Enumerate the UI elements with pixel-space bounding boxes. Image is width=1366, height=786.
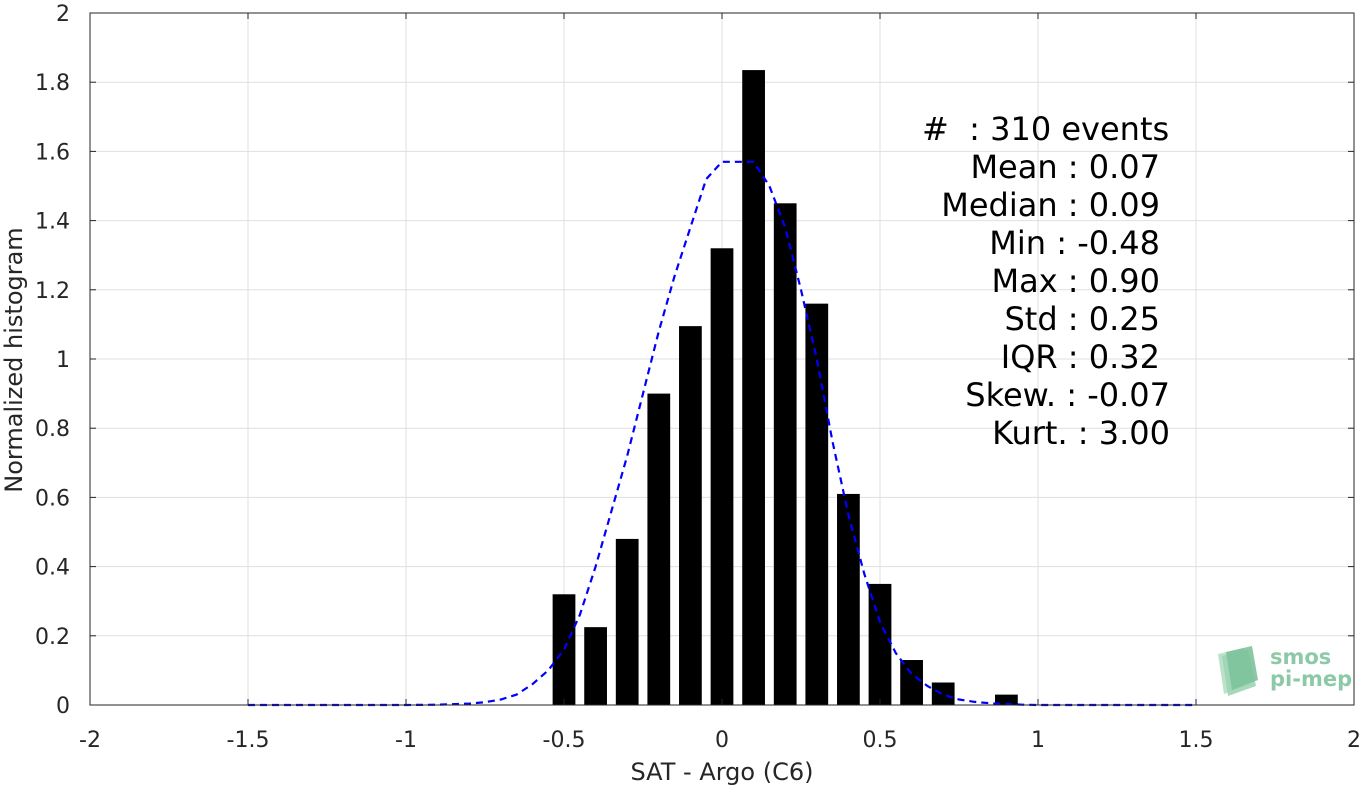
x-axis-label: SAT - Argo (C6) — [631, 758, 814, 786]
stat-row: Std : 0.25 — [860, 300, 1170, 338]
statistics-panel: # : 310 events Mean : 0.07 Median : 0.09 Mi… — [860, 110, 1170, 452]
stat-sep: : — [1056, 376, 1078, 414]
axes — [89, 12, 1355, 706]
stat-key: Skew. — [965, 376, 1057, 414]
y-tick-label: 1.6 — [35, 140, 70, 165]
fit-curve-line — [248, 160, 1196, 707]
y-tick-label: 1 — [56, 348, 70, 373]
stat-val: 3.00 — [1088, 414, 1170, 452]
y-axis-label: Normalized histogram — [0, 227, 28, 492]
logo-line-1: smos — [1270, 645, 1332, 669]
y-tick-label: 0.2 — [35, 625, 70, 650]
stat-row: Median : 0.09 — [860, 186, 1170, 224]
stat-row: Min : -0.48 — [860, 224, 1170, 262]
y-tick-label: 1.2 — [35, 279, 70, 304]
histogram-bar — [615, 538, 639, 705]
y-tick-label: 2 — [56, 2, 70, 27]
histogram-bar — [931, 682, 955, 705]
y-tick-label: 1.8 — [35, 71, 70, 96]
stat-key: Median — [941, 186, 1058, 224]
stat-sep: : — [1057, 300, 1079, 338]
stat-sep: : — [1057, 148, 1079, 186]
stat-val: 0.07 — [1078, 148, 1160, 186]
y-tick-label: 0.6 — [35, 486, 70, 511]
stat-sep: : — [1067, 414, 1089, 452]
x-tick-label: 0 — [715, 728, 729, 753]
histogram-bar — [647, 393, 671, 705]
y-tick-label: 1.4 — [35, 210, 70, 235]
stat-sep: : — [948, 110, 980, 148]
stat-sep: : — [1057, 338, 1079, 376]
fit-curve — [248, 160, 1196, 707]
y-tick-label: 0.4 — [35, 556, 70, 581]
stat-val: 0.25 — [1078, 300, 1160, 338]
x-tick-label: 2 — [1347, 728, 1361, 753]
histogram-bar — [868, 583, 892, 705]
x-tick-label: 1.5 — [1179, 728, 1214, 753]
y-tick-label: 0 — [56, 694, 70, 719]
histogram-bar — [742, 70, 765, 706]
stat-val: 0.32 — [1078, 338, 1160, 376]
histogram-bar — [584, 627, 607, 705]
stat-row: Max : 0.90 — [860, 262, 1170, 300]
stat-row: Kurt. : 3.00 — [860, 414, 1170, 452]
histogram-bar — [805, 303, 829, 705]
stat-val: -0.07 — [1077, 376, 1170, 414]
plot-frame — [89, 12, 1355, 706]
stat-val: 310 events — [979, 110, 1170, 148]
x-tick-label: 0.5 — [863, 728, 898, 753]
stat-row: Skew. : -0.07 — [860, 376, 1170, 414]
stat-row: # : 310 events — [860, 110, 1170, 148]
stat-val: -0.48 — [1067, 224, 1160, 262]
smos-pi-mep-logo: smos pi-mep — [1214, 644, 1354, 698]
histogram-bar — [552, 594, 576, 705]
stat-key: Std — [1004, 300, 1058, 338]
histogram-bar — [837, 493, 860, 705]
histogram-bar — [773, 203, 797, 706]
stat-key: # — [922, 110, 949, 148]
x-tick-label: -2 — [79, 728, 101, 753]
histogram-bar — [710, 248, 734, 705]
stat-sep: : — [1046, 224, 1068, 262]
x-tick-label: -1 — [395, 728, 417, 753]
logo-line-2: pi-mep — [1270, 667, 1353, 691]
bars — [552, 70, 1018, 706]
x-tick-label: -0.5 — [543, 728, 586, 753]
x-tick-labels: -2 -1.5 -1 -0.5 0 0.5 1 1.5 2 — [79, 728, 1361, 753]
stat-row: Mean : 0.07 — [860, 148, 1170, 186]
stat-key: Kurt. — [992, 414, 1068, 452]
logo-icon — [1218, 646, 1258, 696]
histogram-bar — [679, 326, 702, 705]
stat-key: Mean — [970, 148, 1058, 186]
y-tick-labels: 0 0.2 0.4 0.6 0.8 1 1.2 1.4 1.6 1.8 2 — [35, 2, 70, 719]
x-tick-label: -1.5 — [227, 728, 270, 753]
stat-val: 0.90 — [1078, 262, 1160, 300]
histogram-bar — [900, 660, 923, 705]
stat-key: IQR — [1000, 338, 1058, 376]
stat-row: IQR : 0.32 — [860, 338, 1170, 376]
stat-val: 0.09 — [1078, 186, 1160, 224]
y-tick-label: 0.8 — [35, 417, 70, 442]
stat-sep: : — [1057, 186, 1079, 224]
stat-key: Max — [991, 262, 1058, 300]
histogram-bar — [995, 694, 1018, 705]
stat-key: Min — [989, 224, 1047, 262]
stat-sep: : — [1057, 262, 1079, 300]
x-tick-label: 1 — [1031, 728, 1045, 753]
